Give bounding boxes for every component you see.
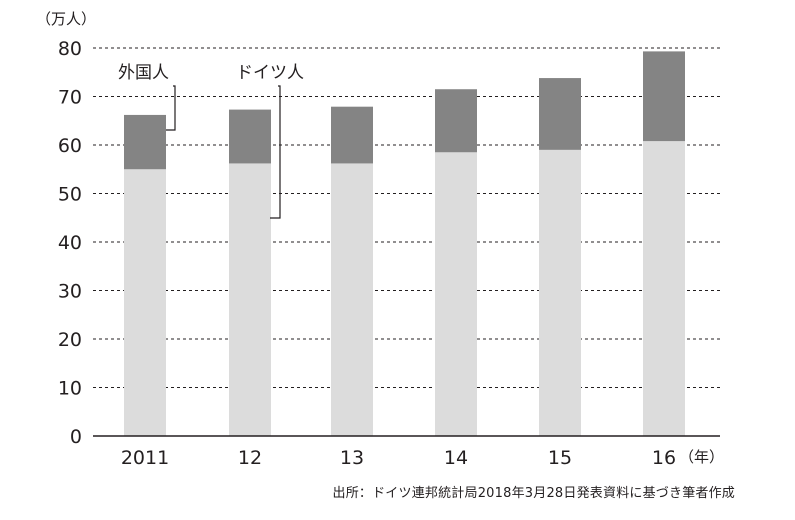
x-tick-label-16: 16 (652, 447, 676, 469)
y-tick-labels: 0 10 20 30 40 50 60 70 80 (58, 38, 82, 448)
y-tick-label-20: 20 (58, 329, 82, 351)
series-callouts: 外国人 ドイツ人 (118, 63, 304, 219)
bar-segment-german-12 (229, 163, 271, 436)
legend-label-german: ドイツ人 (236, 63, 304, 83)
x-tick-label-13: 13 (340, 447, 364, 469)
gridlines (93, 47, 720, 388)
y-tick-label-60: 60 (58, 135, 82, 157)
bar-segment-foreign-15 (539, 78, 581, 150)
bar-segment-foreign-13 (331, 106, 373, 164)
bar-segment-foreign-14 (435, 89, 477, 153)
x-tick-labels: 2011 12 13 14 15 16 （年） (121, 447, 724, 469)
bar-segment-foreign-16 (643, 51, 685, 142)
y-tick-label-50: 50 (58, 184, 82, 206)
y-tick-label-70: 70 (58, 87, 82, 109)
x-tick-label-2011: 2011 (121, 447, 169, 469)
y-tick-label-30: 30 (58, 281, 82, 303)
bar-segment-foreign-2011 (124, 114, 166, 170)
y-tick-label-40: 40 (58, 232, 82, 254)
bar-segment-german-13 (331, 163, 373, 436)
leader-line-german (270, 85, 281, 219)
source-note: 出所：ドイツ連邦統計局2018年3月28日発表資料に基づき筆者作成 (332, 486, 735, 501)
bar-segment-german-15 (539, 149, 581, 436)
x-tick-label-14: 14 (444, 447, 468, 469)
legend-label-foreign: 外国人 (118, 63, 169, 83)
bar-segment-german-2011 (124, 169, 166, 436)
bar-segment-foreign-12 (229, 109, 271, 164)
x-axis-unit-label: （年） (679, 448, 724, 466)
bar-segment-german-14 (435, 152, 477, 436)
bars (124, 51, 685, 436)
y-tick-label-0: 0 (70, 426, 82, 448)
x-tick-label-12: 12 (238, 447, 262, 469)
y-tick-label-80: 80 (58, 38, 82, 60)
bar-segment-german-16 (643, 141, 685, 436)
x-tick-label-15: 15 (548, 447, 572, 469)
leader-line-foreign (166, 85, 176, 131)
y-axis-unit-label: （万人） (36, 10, 97, 28)
y-tick-label-10: 10 (58, 378, 82, 400)
